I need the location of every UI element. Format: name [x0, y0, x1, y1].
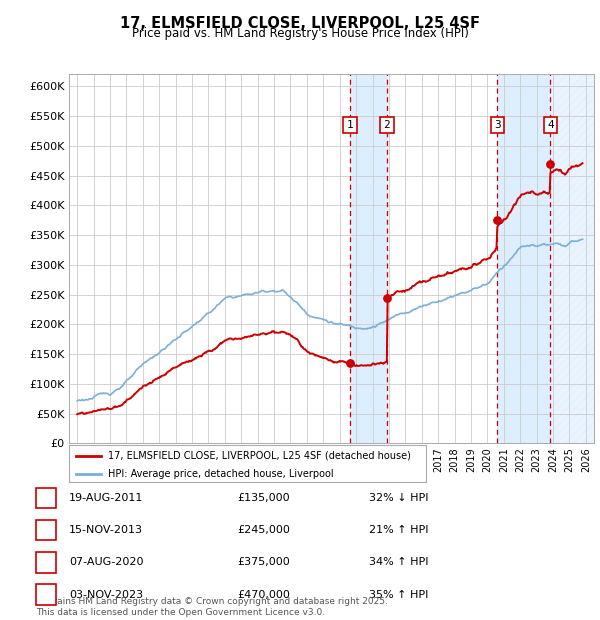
Bar: [550, 74, 594, 443]
Text: 1: 1: [347, 120, 353, 130]
Text: 17, ELMSFIELD CLOSE, LIVERPOOL, L25 4SF (detached house): 17, ELMSFIELD CLOSE, LIVERPOOL, L25 4SF …: [108, 451, 411, 461]
Text: Contains HM Land Registry data © Crown copyright and database right 2025.
This d: Contains HM Land Registry data © Crown c…: [36, 598, 388, 617]
Text: 15-NOV-2013: 15-NOV-2013: [69, 525, 143, 535]
Bar: [497, 74, 550, 443]
Text: £375,000: £375,000: [237, 557, 290, 567]
Text: £245,000: £245,000: [237, 525, 290, 535]
Text: 2: 2: [43, 525, 49, 535]
Text: 3: 3: [43, 557, 49, 567]
Text: 32% ↓ HPI: 32% ↓ HPI: [369, 493, 428, 503]
Point: [346, 358, 355, 368]
Text: 07-AUG-2020: 07-AUG-2020: [69, 557, 143, 567]
Point: [382, 293, 392, 303]
Text: 1: 1: [43, 493, 49, 503]
Text: 4: 4: [43, 590, 49, 600]
Text: 35% ↑ HPI: 35% ↑ HPI: [369, 590, 428, 600]
Text: Price paid vs. HM Land Registry's House Price Index (HPI): Price paid vs. HM Land Registry's House …: [131, 27, 469, 40]
Text: 2: 2: [383, 120, 390, 130]
Point: [493, 215, 502, 225]
Text: £470,000: £470,000: [237, 590, 290, 600]
Text: 17, ELMSFIELD CLOSE, LIVERPOOL, L25 4SF: 17, ELMSFIELD CLOSE, LIVERPOOL, L25 4SF: [120, 16, 480, 30]
Text: 19-AUG-2011: 19-AUG-2011: [69, 493, 143, 503]
Text: £135,000: £135,000: [237, 493, 290, 503]
Text: 34% ↑ HPI: 34% ↑ HPI: [369, 557, 428, 567]
Text: HPI: Average price, detached house, Liverpool: HPI: Average price, detached house, Live…: [108, 469, 334, 479]
Bar: [350, 74, 387, 443]
Point: [545, 159, 555, 169]
Text: 3: 3: [494, 120, 500, 130]
Text: 4: 4: [547, 120, 554, 130]
Text: 21% ↑ HPI: 21% ↑ HPI: [369, 525, 428, 535]
Text: 03-NOV-2023: 03-NOV-2023: [69, 590, 143, 600]
